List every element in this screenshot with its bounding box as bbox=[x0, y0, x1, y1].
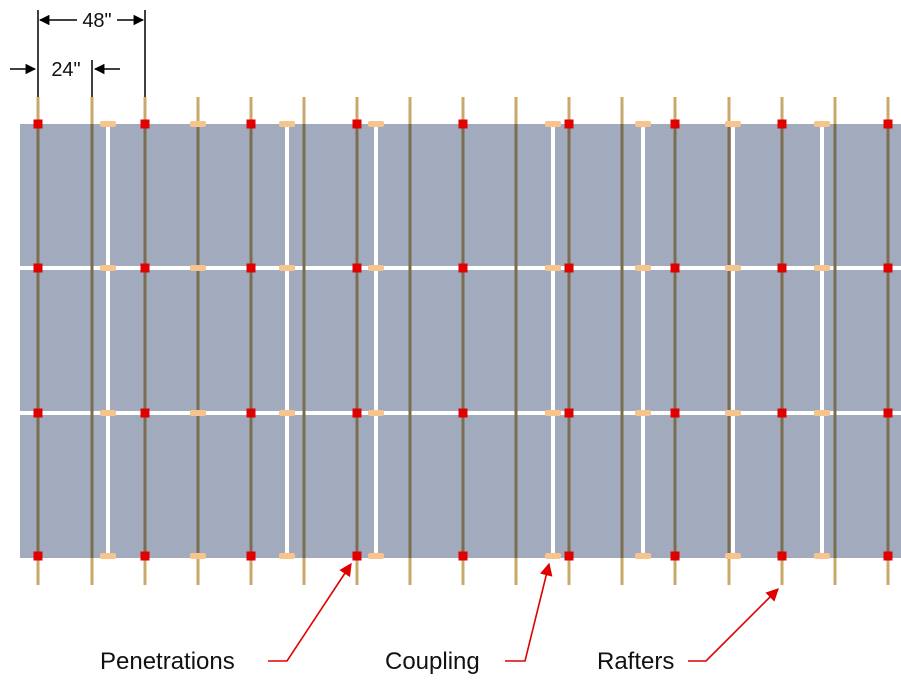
penetration bbox=[33, 551, 43, 561]
dimension-label-48: 48" bbox=[82, 10, 111, 32]
coupling bbox=[814, 265, 830, 271]
penetration bbox=[883, 119, 893, 129]
penetration bbox=[140, 119, 150, 129]
penetration bbox=[564, 408, 574, 418]
callout-label-coupling: Coupling bbox=[385, 648, 480, 675]
penetration bbox=[33, 408, 43, 418]
penetration bbox=[670, 551, 680, 561]
coupling bbox=[190, 553, 206, 559]
coupling bbox=[279, 553, 295, 559]
penetration bbox=[352, 551, 362, 561]
coupling bbox=[545, 265, 561, 271]
penetration bbox=[352, 408, 362, 418]
coupling bbox=[100, 121, 116, 127]
penetration bbox=[883, 408, 893, 418]
coupling bbox=[545, 553, 561, 559]
coupling bbox=[190, 265, 206, 271]
callout-rafters: Rafters bbox=[597, 588, 779, 675]
panel-gap-vertical bbox=[551, 124, 555, 558]
panel-gap-vertical bbox=[641, 124, 645, 558]
callout-penetrations: Penetrations bbox=[100, 562, 352, 675]
callout-label-rafters: Rafters bbox=[597, 648, 674, 675]
coupling bbox=[368, 121, 384, 127]
penetration bbox=[458, 263, 468, 273]
penetration bbox=[883, 263, 893, 273]
coupling bbox=[725, 121, 741, 127]
callout-label-penetrations: Penetrations bbox=[100, 648, 235, 675]
penetration bbox=[458, 408, 468, 418]
coupling bbox=[100, 265, 116, 271]
penetration bbox=[564, 263, 574, 273]
penetration bbox=[246, 408, 256, 418]
callout-arrow-penetrations bbox=[268, 562, 352, 662]
dimension-48-inch: 48" bbox=[37, 10, 146, 97]
penetration bbox=[140, 408, 150, 418]
coupling bbox=[545, 410, 561, 416]
coupling bbox=[279, 410, 295, 416]
penetrations-group bbox=[33, 119, 893, 561]
penetration bbox=[883, 551, 893, 561]
penetration bbox=[564, 119, 574, 129]
coupling bbox=[279, 265, 295, 271]
penetration bbox=[33, 263, 43, 273]
penetration bbox=[777, 551, 787, 561]
coupling bbox=[190, 121, 206, 127]
coupling bbox=[635, 410, 651, 416]
panel-gaps-vertical bbox=[106, 124, 824, 558]
coupling bbox=[368, 553, 384, 559]
penetration bbox=[352, 119, 362, 129]
coupling bbox=[725, 553, 741, 559]
penetration bbox=[458, 119, 468, 129]
coupling bbox=[814, 553, 830, 559]
coupling bbox=[279, 121, 295, 127]
callout-coupling: Coupling bbox=[385, 562, 553, 675]
coupling bbox=[725, 410, 741, 416]
coupling bbox=[814, 410, 830, 416]
penetration bbox=[777, 119, 787, 129]
penetration bbox=[140, 551, 150, 561]
callout-arrow-rafters bbox=[688, 588, 779, 662]
coupling bbox=[368, 410, 384, 416]
dimension-label-24: 24" bbox=[51, 59, 80, 81]
panel-array bbox=[20, 124, 901, 558]
coupling bbox=[635, 121, 651, 127]
penetration bbox=[458, 551, 468, 561]
panel-gap-vertical bbox=[374, 124, 378, 558]
panel-gap-vertical bbox=[285, 124, 289, 558]
coupling bbox=[545, 121, 561, 127]
coupling bbox=[725, 265, 741, 271]
coupling bbox=[635, 265, 651, 271]
penetration bbox=[670, 119, 680, 129]
penetration bbox=[246, 119, 256, 129]
penetration bbox=[670, 408, 680, 418]
panel-gap-vertical bbox=[731, 124, 735, 558]
penetration bbox=[670, 263, 680, 273]
penetration bbox=[777, 408, 787, 418]
penetration bbox=[140, 263, 150, 273]
panel-gap-vertical bbox=[106, 124, 110, 558]
coupling bbox=[635, 553, 651, 559]
couplings-group bbox=[100, 121, 830, 559]
dimension-24-inch: 24" bbox=[10, 59, 120, 97]
coupling bbox=[368, 265, 384, 271]
penetration bbox=[777, 263, 787, 273]
rafters-group bbox=[36, 97, 890, 585]
coupling bbox=[814, 121, 830, 127]
penetration bbox=[246, 263, 256, 273]
coupling bbox=[100, 410, 116, 416]
panel-gap-vertical bbox=[820, 124, 824, 558]
penetration bbox=[246, 551, 256, 561]
penetration bbox=[33, 119, 43, 129]
penetration bbox=[564, 551, 574, 561]
penetration bbox=[352, 263, 362, 273]
callout-arrow-coupling bbox=[505, 562, 553, 662]
coupling bbox=[190, 410, 206, 416]
coupling bbox=[100, 553, 116, 559]
